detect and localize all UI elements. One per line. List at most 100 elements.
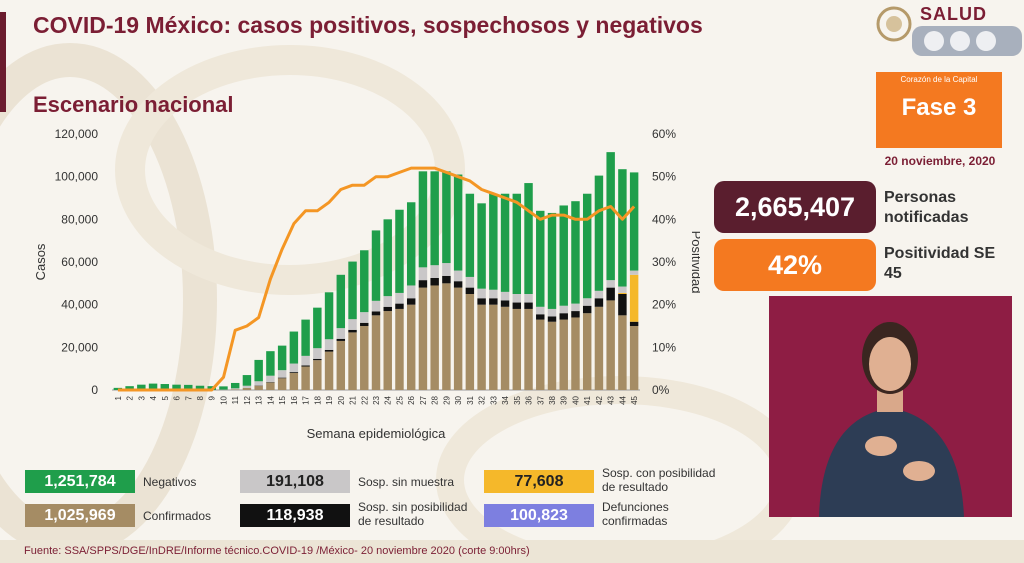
salud-logo [876, 6, 1022, 56]
bar-segment [629, 326, 639, 390]
x-tick-label: 14 [266, 395, 275, 404]
legend-sin-muestra-label: Sosp. sin muestra [358, 475, 455, 489]
bar-segment [289, 372, 299, 373]
bar-segment [453, 281, 463, 288]
bar-segment [512, 294, 522, 303]
bar-segment [324, 351, 334, 390]
x-tick-label: 9 [208, 395, 217, 400]
x-tick-label: 11 [231, 395, 240, 404]
bar-segment [594, 298, 604, 307]
bar-segment [371, 315, 381, 390]
bar-segment [606, 152, 615, 281]
logo-text: SALUD [920, 4, 987, 24]
bar-segment [336, 338, 346, 341]
footer-bar [0, 540, 1024, 563]
x-tick-label: 4 [149, 395, 158, 400]
bar-segment [559, 205, 568, 306]
bar-segment [489, 289, 498, 299]
bar-segment [582, 298, 592, 306]
bar-segment [629, 172, 639, 271]
x-tick-label: 24 [384, 395, 393, 404]
bar-segment [395, 303, 404, 309]
legend-con-posibilidad-value: 77,608 [484, 470, 594, 493]
bar-segment [289, 331, 299, 364]
y2-tick-label: 40% [652, 212, 676, 226]
bar-segment [348, 329, 357, 333]
bar-segment [360, 312, 369, 323]
bar-segment [336, 340, 346, 390]
y-tick-label: 40,000 [61, 298, 98, 312]
bar-segment [160, 384, 170, 390]
phase-label: Fase 3 [901, 94, 977, 121]
x-tick-label: 45 [630, 395, 639, 404]
y-tick-label: 0 [91, 383, 98, 397]
x-tick-label: 34 [501, 395, 510, 404]
legend-defunciones-label: Defunciones confirmadas [602, 500, 669, 528]
legend-sin-posibilidad-label: Sosp. sin posibilidad de resultado [358, 500, 468, 528]
bar-segment [477, 288, 486, 299]
bar-segment [629, 270, 639, 275]
bar-segment [313, 307, 322, 349]
bar-segment [289, 363, 299, 373]
bar-segment [230, 388, 240, 390]
legend-negatives-label: Negativos [143, 475, 197, 489]
bar-segment [571, 303, 580, 312]
bar-segment [301, 355, 310, 366]
bar-segment [582, 193, 592, 299]
bar-segment [594, 175, 604, 291]
x-tick-label: 16 [290, 395, 299, 404]
x-tick-label: 27 [419, 395, 428, 404]
bar-segment [277, 377, 287, 379]
legend-sin-posibilidad-value: 118,938 [240, 504, 350, 527]
x-tick-label: 23 [372, 395, 381, 404]
bar-segment [465, 287, 475, 294]
x-tick-label: 29 [442, 395, 451, 404]
bar-segment [500, 291, 510, 301]
interpreter-figure [819, 322, 964, 517]
x-axis-title: Semana epidemiológica [307, 426, 447, 441]
bar-segment [524, 308, 533, 390]
bar-segment [266, 382, 275, 390]
bar-segment [371, 311, 381, 316]
cases-chart: 0 20,000 40,000 60,000 80,000 100,000 120,000 0… [33, 127, 700, 441]
bar-segment [289, 372, 299, 390]
y2-tick-label: 0% [652, 383, 670, 397]
bar-segment [313, 360, 322, 390]
bar-segment [500, 193, 510, 292]
bar-segment [277, 370, 287, 378]
x-tick-label: 26 [407, 395, 416, 404]
bar-segment [536, 314, 545, 320]
bar-segment [406, 202, 416, 286]
bar-segment [383, 311, 392, 390]
bar-segment [629, 321, 639, 326]
bar-segment [559, 305, 568, 314]
phase-box: Corazón de la Capital Fase 3 [876, 72, 1002, 148]
bar-segment [536, 210, 545, 307]
y-tick-label: 100,000 [55, 170, 99, 184]
x-tick-label: 2 [126, 395, 135, 400]
y2-tick-label: 30% [652, 255, 676, 269]
bar-segment [195, 385, 205, 390]
legend-confirmados-value: 1,025,969 [25, 504, 135, 527]
x-tick-label: 28 [431, 395, 440, 404]
bar-segment [442, 283, 451, 390]
x-tick-label: 10 [219, 395, 228, 404]
bar-segment [301, 365, 310, 367]
bar-segment [465, 193, 475, 277]
kpi-notified-value: 2,665,407 [714, 181, 876, 233]
bar-segment [430, 285, 439, 390]
x-tick-label: 43 [607, 395, 616, 404]
bar-segment [371, 300, 381, 312]
bar-segment [618, 169, 627, 287]
bar-segment [512, 302, 522, 309]
bar-segment [324, 339, 334, 350]
bar-segment [371, 230, 381, 301]
x-tick-label: 21 [349, 395, 358, 404]
x-tick-label: 44 [618, 395, 627, 404]
bar-segment [266, 375, 275, 383]
bar-segment [512, 193, 522, 294]
bar-segment [571, 317, 580, 390]
bar-segment [137, 384, 146, 390]
y-tick-label: 80,000 [61, 212, 98, 226]
x-tick-label: 40 [571, 395, 580, 404]
